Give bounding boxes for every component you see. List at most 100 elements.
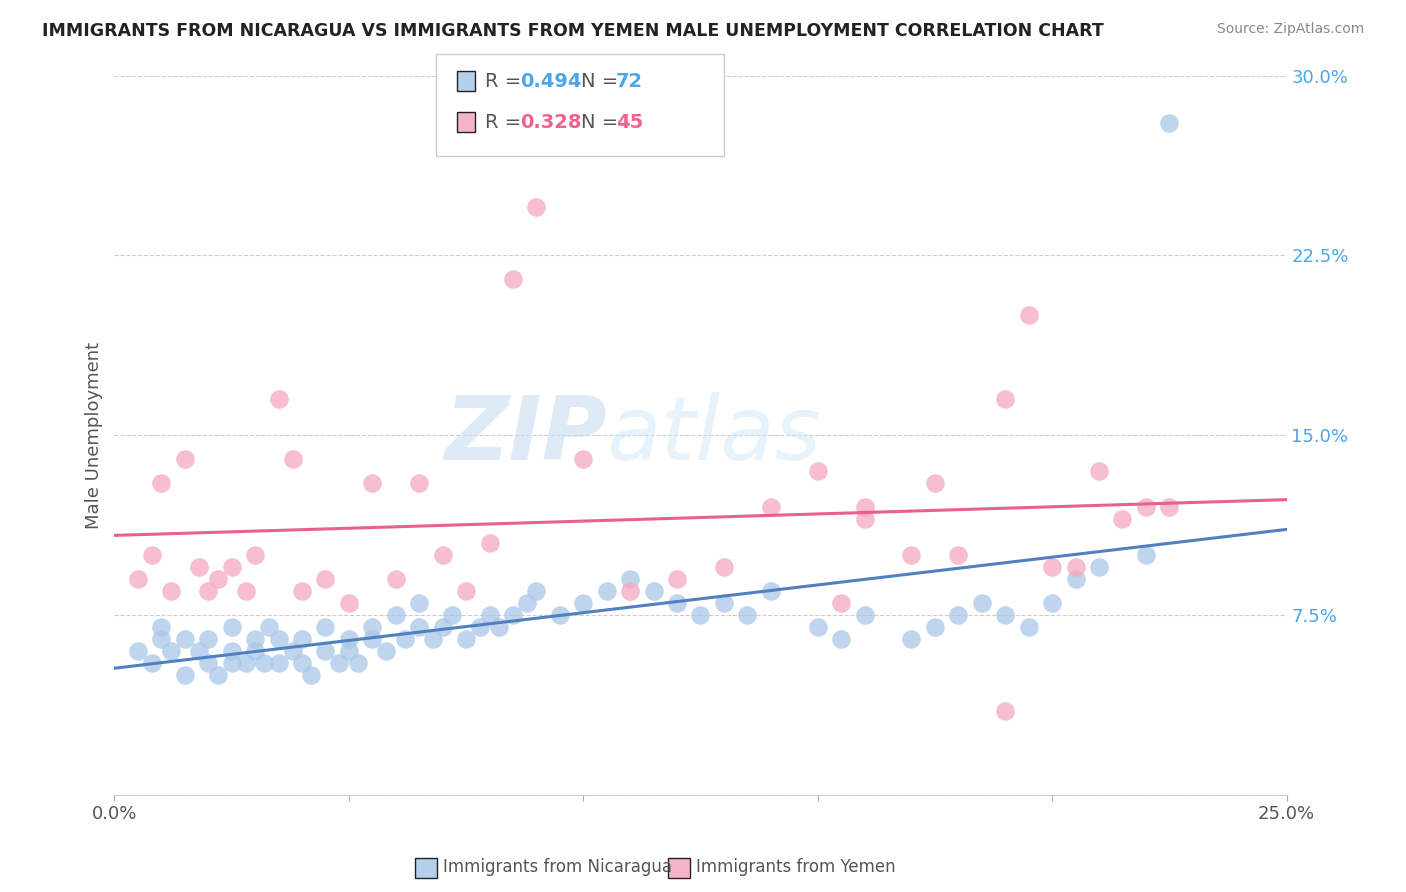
Text: atlas: atlas	[607, 392, 821, 478]
Point	[221, 656, 243, 670]
Point	[970, 596, 993, 610]
Point	[361, 476, 384, 491]
Point	[267, 392, 290, 407]
Point	[337, 596, 360, 610]
Point	[141, 548, 163, 562]
Point	[468, 620, 491, 634]
Point	[328, 656, 350, 670]
Point	[572, 452, 595, 467]
Point	[159, 644, 181, 658]
Point	[853, 608, 876, 623]
Point	[207, 668, 229, 682]
Text: 0.494: 0.494	[520, 71, 582, 91]
Point	[291, 632, 314, 647]
Point	[361, 632, 384, 647]
Point	[337, 644, 360, 658]
Point	[830, 632, 852, 647]
Point	[548, 608, 571, 623]
Point	[299, 668, 322, 682]
Point	[281, 452, 304, 467]
Point	[235, 656, 257, 670]
Point	[516, 596, 538, 610]
Point	[454, 584, 477, 599]
Point	[337, 632, 360, 647]
Point	[408, 476, 430, 491]
Point	[394, 632, 416, 647]
Point	[526, 584, 548, 599]
Point	[159, 584, 181, 599]
Text: N =: N =	[581, 71, 624, 91]
Point	[1088, 560, 1111, 574]
Point	[759, 584, 782, 599]
Point	[994, 704, 1017, 718]
Point	[440, 608, 463, 623]
Point	[253, 656, 276, 670]
Point	[1135, 500, 1157, 515]
Point	[807, 464, 830, 478]
Point	[666, 596, 689, 610]
Point	[572, 596, 595, 610]
Point	[643, 584, 665, 599]
Point	[830, 596, 852, 610]
Point	[207, 572, 229, 586]
Text: IMMIGRANTS FROM NICARAGUA VS IMMIGRANTS FROM YEMEN MALE UNEMPLOYMENT CORRELATION: IMMIGRANTS FROM NICARAGUA VS IMMIGRANTS …	[42, 22, 1104, 40]
Point	[243, 632, 266, 647]
Point	[478, 608, 501, 623]
Point	[666, 572, 689, 586]
Point	[150, 632, 173, 647]
Point	[408, 620, 430, 634]
Point	[197, 584, 219, 599]
Point	[948, 548, 970, 562]
Point	[900, 632, 922, 647]
Text: Source: ZipAtlas.com: Source: ZipAtlas.com	[1216, 22, 1364, 37]
Point	[408, 596, 430, 610]
Text: 45: 45	[616, 112, 643, 132]
Point	[361, 620, 384, 634]
Point	[221, 620, 243, 634]
Point	[713, 596, 735, 610]
Point	[173, 632, 195, 647]
Point	[689, 608, 711, 623]
Point	[924, 620, 946, 634]
Point	[1159, 116, 1181, 130]
Point	[900, 548, 922, 562]
Point	[619, 584, 641, 599]
Point	[853, 500, 876, 515]
Point	[994, 608, 1017, 623]
Point	[432, 548, 454, 562]
Point	[127, 644, 149, 658]
Point	[1064, 572, 1087, 586]
Point	[1064, 560, 1087, 574]
Point	[807, 620, 830, 634]
Point	[488, 620, 510, 634]
Text: 72: 72	[616, 71, 643, 91]
Point	[243, 644, 266, 658]
Point	[187, 560, 209, 574]
Point	[221, 560, 243, 574]
Point	[187, 644, 209, 658]
Point	[257, 620, 280, 634]
Point	[281, 644, 304, 658]
Point	[197, 656, 219, 670]
Point	[291, 656, 314, 670]
Point	[502, 272, 524, 286]
Point	[994, 392, 1017, 407]
Point	[713, 560, 735, 574]
Point	[454, 632, 477, 647]
Point	[1040, 596, 1063, 610]
Text: R =: R =	[485, 112, 527, 132]
Point	[1040, 560, 1063, 574]
Point	[267, 632, 290, 647]
Point	[173, 452, 195, 467]
Point	[1018, 620, 1040, 634]
Text: ZIP: ZIP	[444, 392, 607, 479]
Text: 0.328: 0.328	[520, 112, 582, 132]
Point	[737, 608, 759, 623]
Point	[1159, 500, 1181, 515]
Point	[314, 644, 336, 658]
Point	[314, 620, 336, 634]
Point	[141, 656, 163, 670]
Point	[1135, 548, 1157, 562]
Point	[384, 572, 406, 586]
Point	[197, 632, 219, 647]
